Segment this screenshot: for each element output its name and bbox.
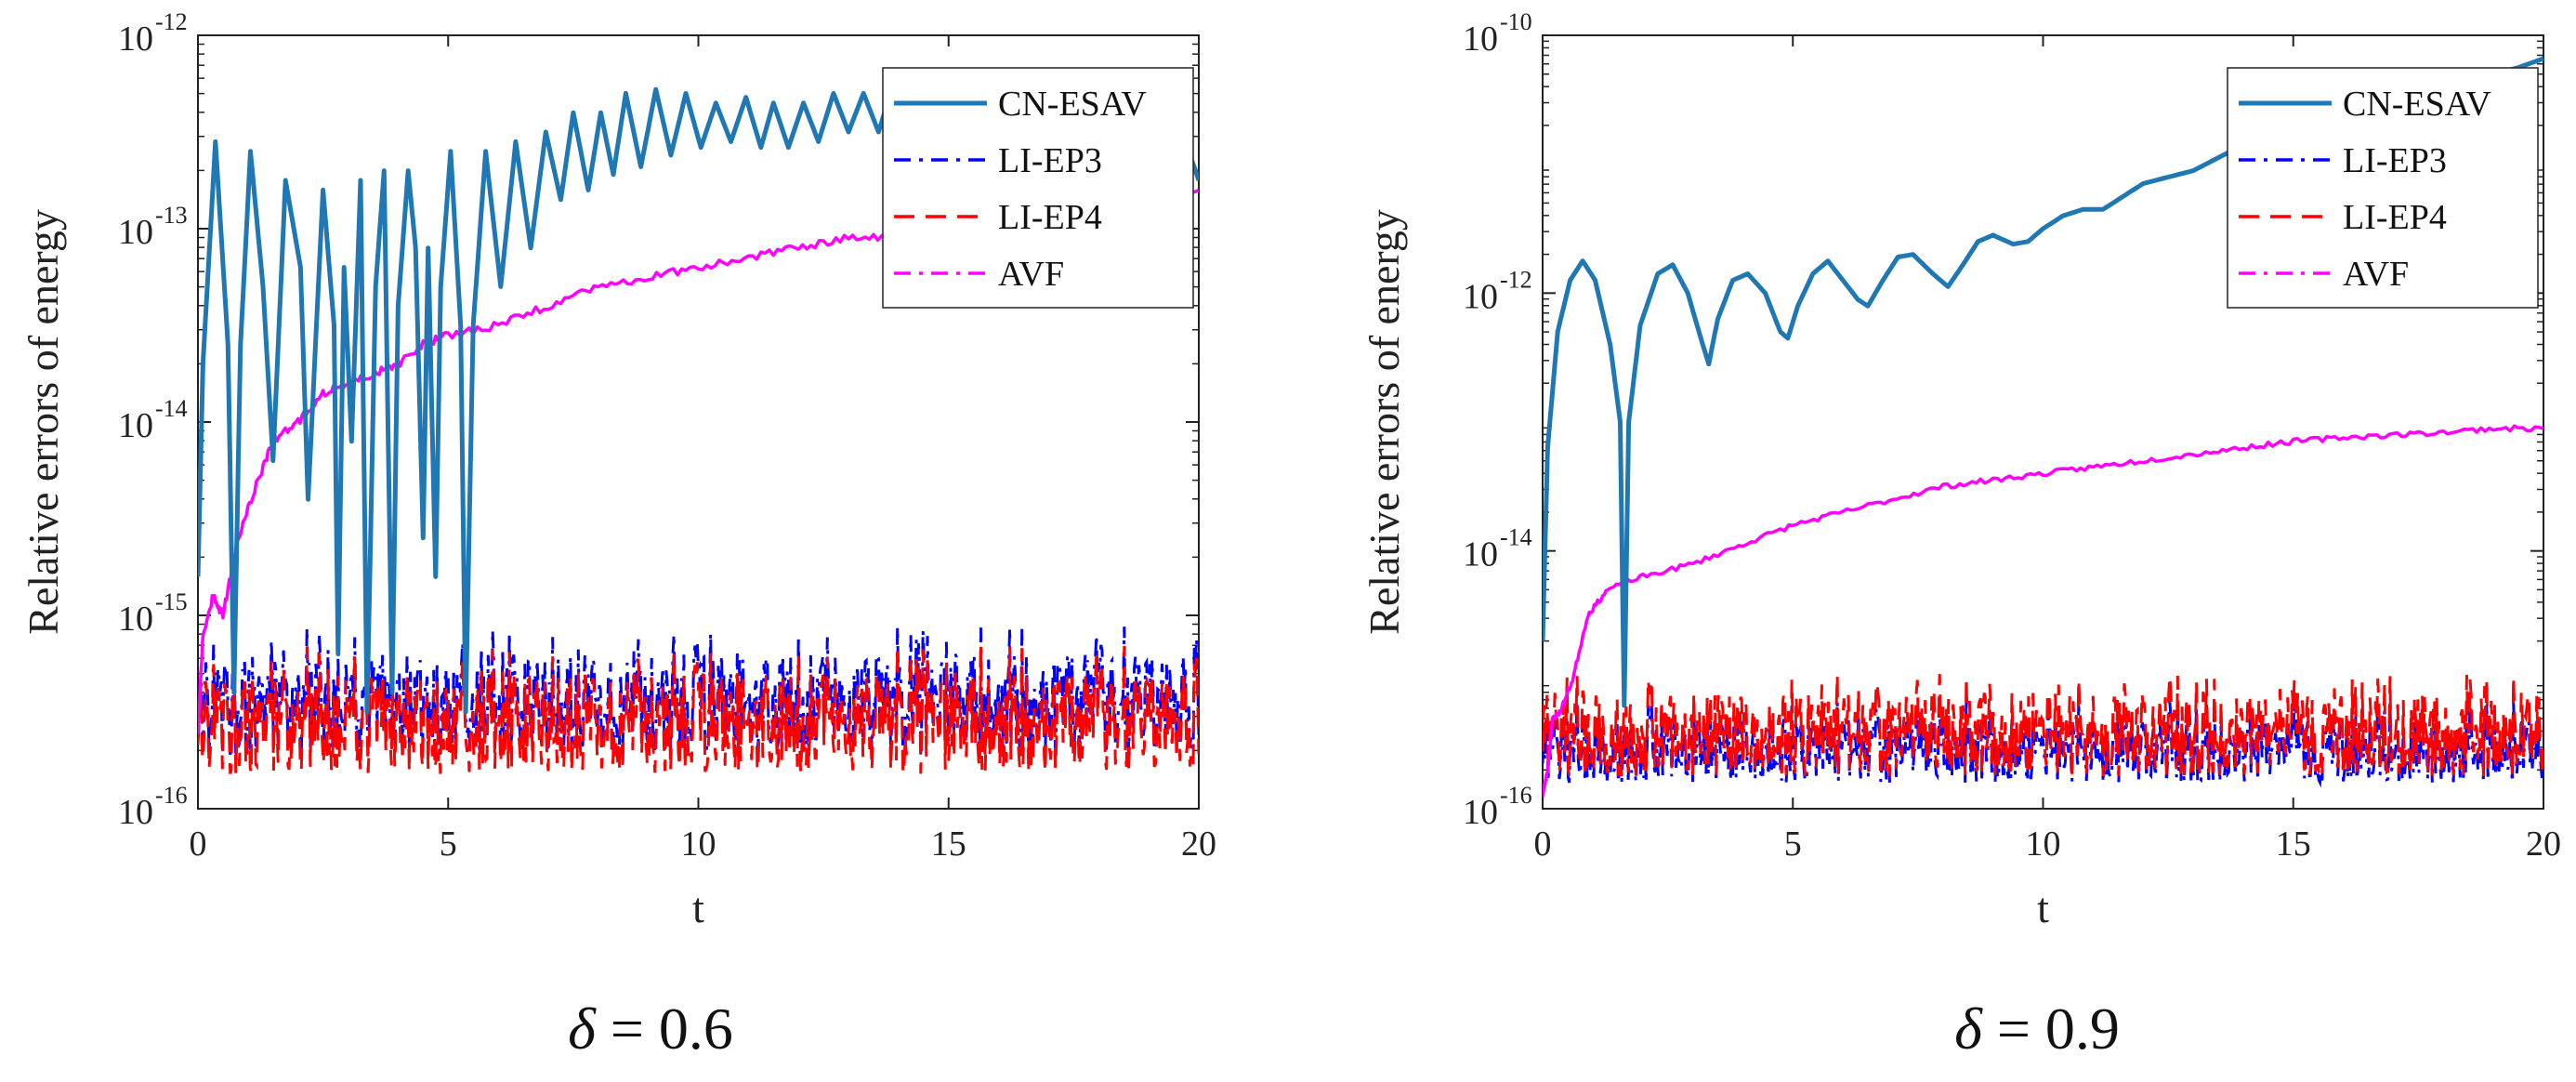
x-tick-label: 5 — [1784, 825, 1802, 864]
caption-symbol: δ — [1954, 996, 1983, 1062]
x-tick-label: 15 — [2276, 825, 2311, 864]
y-tick-label: 10 — [1463, 20, 1498, 59]
y-tick-label: 10 — [118, 20, 153, 59]
x-tick-label: 0 — [190, 825, 207, 864]
y-tick-exponent: -13 — [155, 202, 188, 229]
y-tick-exponent: -16 — [155, 782, 188, 809]
caption-symbol: δ — [568, 996, 597, 1062]
caption-value: = 0.6 — [596, 996, 733, 1062]
legend-label-li-ep3: LI-EP3 — [2343, 141, 2447, 180]
legend-label-li-ep3: LI-EP3 — [998, 141, 1102, 180]
x-tick-label: 10 — [681, 825, 716, 864]
legend-box — [2227, 67, 2539, 309]
y-tick-label: 10 — [118, 600, 153, 639]
y-tick-label: 10 — [1463, 793, 1498, 832]
x-tick-label: 20 — [2526, 825, 2561, 864]
legend-label-cn-esav: CN-ESAV — [2343, 85, 2491, 124]
legend-label-li-ep4: LI-EP4 — [998, 198, 1102, 237]
y-tick-exponent: -10 — [1500, 8, 1532, 35]
x-tick-label: 15 — [931, 825, 966, 864]
legend: CN-ESAV LI-EP3 LI-EP4 AVF — [2227, 67, 2539, 309]
legend-label-avf: AVF — [2343, 255, 2409, 294]
panel-caption: δ = 0.9 — [1954, 996, 2120, 1062]
y-tick-exponent: -16 — [1500, 782, 1532, 809]
y-tick-exponent: -14 — [155, 395, 188, 422]
x-tick-label: 5 — [440, 825, 457, 864]
legend-label-avf: AVF — [998, 255, 1064, 294]
x-axis-label: t — [2037, 884, 2049, 931]
legend-label-cn-esav: CN-ESAV — [998, 85, 1147, 124]
y-tick-exponent: -14 — [1500, 524, 1532, 551]
legend: CN-ESAV LI-EP3 LI-EP4 AVF — [882, 67, 1194, 309]
series-line-li-ep4 — [1543, 674, 2543, 777]
y-tick-label: 10 — [1463, 535, 1498, 574]
x-tick-label: 0 — [1534, 825, 1552, 864]
y-tick-exponent: -15 — [155, 588, 188, 615]
y-tick-label: 10 — [118, 793, 153, 832]
x-tick-label: 20 — [1181, 825, 1216, 864]
x-axis-label: t — [692, 884, 704, 931]
series-line-avf — [1543, 424, 2543, 798]
x-tick-label: 10 — [2026, 825, 2061, 864]
y-tick-label: 10 — [118, 213, 153, 252]
y-tick-exponent: -12 — [155, 8, 188, 35]
y-axis-label: Relative errors of energy — [1360, 209, 1408, 635]
y-axis-label: Relative errors of energy — [20, 209, 67, 635]
legend-label-li-ep4: LI-EP4 — [2343, 198, 2447, 237]
y-tick-exponent: -12 — [1500, 266, 1532, 293]
y-tick-label: 10 — [1463, 277, 1498, 316]
series-line-li-ep4 — [198, 645, 1199, 774]
y-tick-label: 10 — [118, 406, 153, 445]
panel-caption: δ = 0.6 — [568, 996, 733, 1062]
caption-value: = 0.9 — [1982, 996, 2120, 1062]
legend-box — [882, 67, 1194, 309]
plot-area — [1543, 56, 2543, 798]
